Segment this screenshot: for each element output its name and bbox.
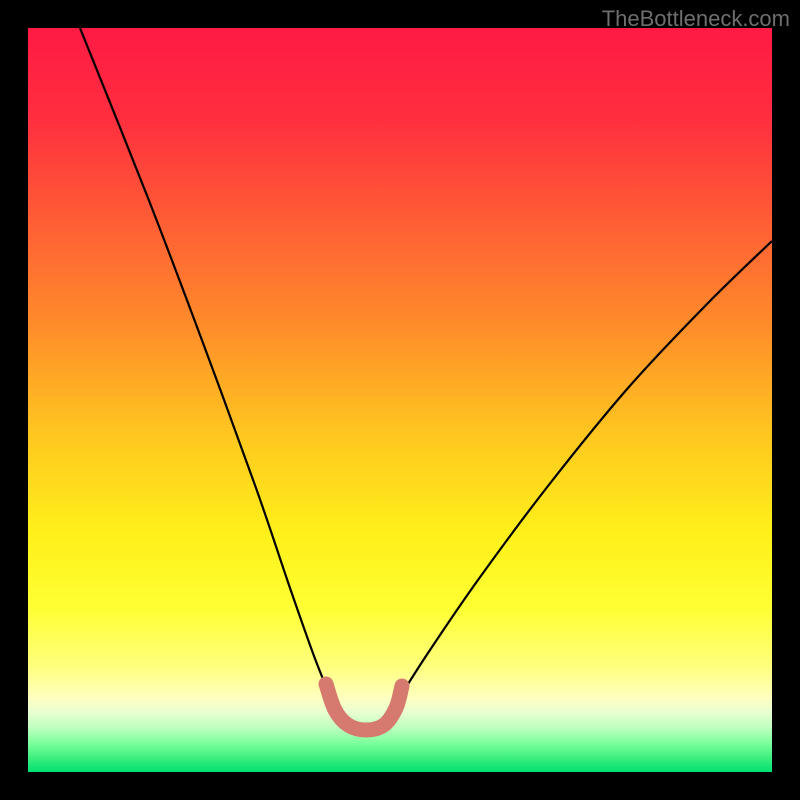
- watermark-text: TheBottleneck.com: [602, 6, 790, 32]
- curve-left-branch: [80, 28, 330, 696]
- u-highlight-segment: [326, 684, 402, 730]
- bottleneck-curve: [28, 28, 772, 772]
- plot-area: [28, 28, 772, 772]
- curve-right-branch: [398, 241, 772, 700]
